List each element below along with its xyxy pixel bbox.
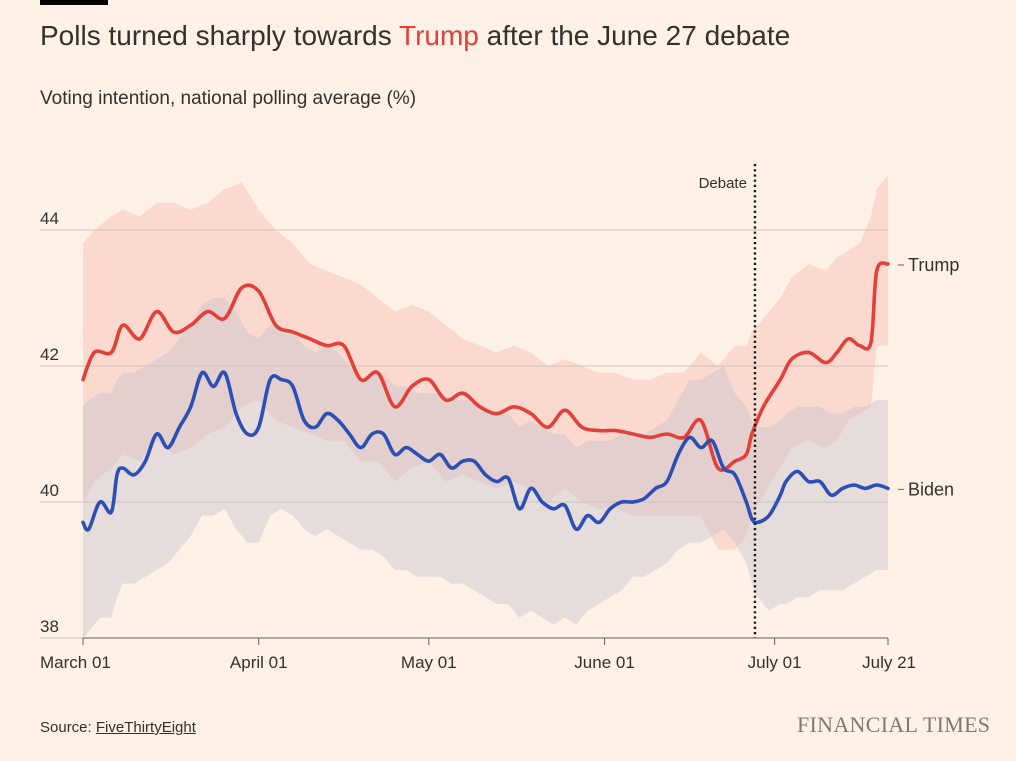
series-labels: Trump Biden — [898, 255, 959, 499]
x-tick-label: March 01 — [40, 653, 111, 672]
source-prefix: Source: — [40, 719, 96, 736]
trump-band — [83, 175, 888, 550]
chart-title: Polls turned sharply towards Trump after… — [40, 20, 790, 52]
source-link[interactable]: FiveThirtyEight — [95, 719, 196, 736]
debate-label: Debate — [699, 175, 747, 192]
x-tick-label: April 01 — [230, 653, 288, 672]
y-tick-label-40: 40 — [40, 481, 59, 500]
title-highlight-trump: Trump — [399, 20, 479, 51]
source-note: Source: FiveThirtyEight — [40, 719, 196, 736]
x-tick-label: May 01 — [401, 653, 457, 672]
biden-band — [83, 298, 888, 638]
x-axis: March 01 April 01 May 01 June 01 July 01 July… — [40, 637, 916, 672]
biden-line — [81, 370, 890, 532]
y-tick-label-42: 42 — [40, 345, 59, 364]
trump-line — [81, 261, 890, 472]
x-tick-label: June 01 — [574, 653, 635, 672]
title-text-after: after the June 27 debate — [478, 20, 791, 51]
ft-logo: FINANCIAL TIMES — [797, 712, 991, 737]
biden-series-label: Biden — [908, 479, 954, 499]
series-lines — [81, 261, 890, 532]
confidence-bands — [83, 175, 888, 638]
debate-annotation: Debate — [699, 164, 757, 638]
y-axis: 38 40 42 44 — [40, 209, 59, 636]
chart-subtitle: Voting intention, national polling avera… — [40, 88, 417, 109]
trump-series-label: Trump — [908, 255, 959, 275]
top-accent-bar — [40, 0, 108, 5]
y-tick-label-44: 44 — [40, 209, 59, 228]
y-tick-label-38: 38 — [40, 617, 59, 636]
x-tick-label: July 21 — [862, 653, 916, 672]
title-text-before: Polls turned sharply towards — [40, 20, 399, 51]
x-tick-label: July 01 — [748, 653, 802, 672]
